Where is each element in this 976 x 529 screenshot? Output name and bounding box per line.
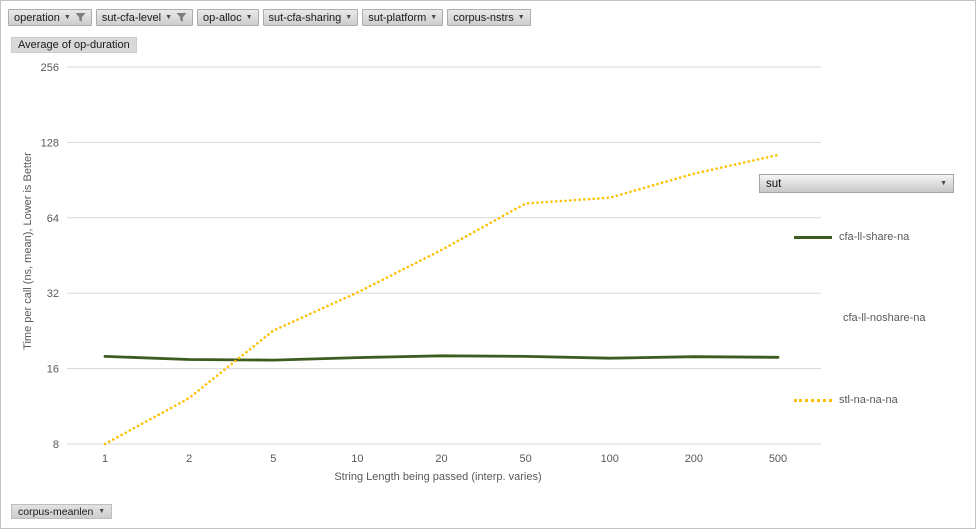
x-tick-label: 10 (351, 453, 363, 465)
legend-item-cfa-ll-share-na: cfa-ll-share-na (794, 231, 909, 243)
x-tick-label: 50 (520, 453, 532, 465)
axis-field-button-corpus-meanlen[interactable]: corpus-meanlen ▼ (11, 504, 113, 519)
y-tick-label: 32 (47, 288, 59, 300)
y-axis-title: Time per call (ns, mean), Lower is Bette… (22, 152, 34, 350)
chevron-down-icon: ▼ (345, 14, 353, 21)
filter-funnel-icon (75, 13, 86, 22)
values-field-button[interactable]: Average of op-duration (11, 37, 137, 53)
x-tick-label: 2 (186, 453, 192, 465)
field-button-label: operation (14, 11, 60, 24)
field-button-label: corpus-nstrs (453, 11, 514, 24)
field-button-label: op-alloc (203, 11, 242, 24)
filter-button-row: operation ▼ sut-cfa-level ▼ op-alloc ▼ s… (8, 9, 531, 26)
legend-item-cfa-ll-noshare-na: cfa-ll-noshare-na (843, 312, 926, 324)
legend-label: stl-na-na-na (839, 394, 898, 406)
x-tick-label: 200 (685, 453, 703, 465)
legend-swatch-dotted-yellow (794, 398, 832, 402)
series-line-cfa-ll-share-na (103, 354, 780, 362)
values-field-label: Average of op-duration (18, 39, 130, 51)
legend-label: cfa-ll-share-na (839, 231, 910, 243)
field-button-label: sut-cfa-level (101, 11, 162, 24)
legend-field-label: sut (766, 177, 782, 190)
x-tick-label: 5 (270, 453, 276, 465)
chevron-down-icon: ▼ (165, 14, 173, 21)
field-button-sut-cfa-sharing[interactable]: sut-cfa-sharing ▼ (262, 9, 359, 26)
chevron-down-icon: ▼ (98, 508, 106, 515)
field-button-label: sut-cfa-sharing (268, 11, 342, 24)
y-tick-label: 128 (41, 137, 59, 149)
field-button-operation[interactable]: operation ▼ (8, 9, 92, 26)
field-button-sut-cfa-level[interactable]: sut-cfa-level ▼ (95, 9, 194, 26)
x-tick-label: 100 (601, 453, 619, 465)
chevron-down-icon: ▼ (940, 180, 947, 187)
legend-item-stl-na-na-na: stl-na-na-na (794, 394, 898, 406)
field-button-op-alloc[interactable]: op-alloc ▼ (197, 9, 259, 26)
x-tick-label: 1 (102, 453, 108, 465)
x-tick-label: 20 (435, 453, 447, 465)
field-button-corpus-nstrs[interactable]: corpus-nstrs ▼ (447, 9, 531, 26)
field-button-label: sut-platform (368, 11, 427, 24)
chevron-down-icon: ▼ (517, 14, 525, 21)
y-tick-label: 256 (41, 62, 59, 74)
field-button-sut-platform[interactable]: sut-platform ▼ (362, 9, 444, 26)
legend-swatch-solid-green (794, 235, 832, 239)
y-tick-label: 16 (47, 364, 59, 376)
legend-label: cfa-ll-noshare-na (843, 312, 926, 324)
x-tick-label: 500 (769, 453, 787, 465)
y-tick-label: 8 (53, 439, 59, 451)
y-tick-label: 64 (47, 213, 59, 225)
filter-funnel-icon (176, 13, 187, 22)
axis-field-label: corpus-meanlen (18, 505, 94, 518)
chevron-down-icon: ▼ (245, 14, 253, 21)
x-axis-title: String Length being passed (interp. vari… (334, 471, 541, 483)
series-line-stl-na-na-na (103, 153, 780, 446)
chevron-down-icon: ▼ (63, 14, 71, 21)
legend-field-button-sut[interactable]: sut ▼ (759, 174, 954, 193)
chevron-down-icon: ▼ (430, 14, 438, 21)
